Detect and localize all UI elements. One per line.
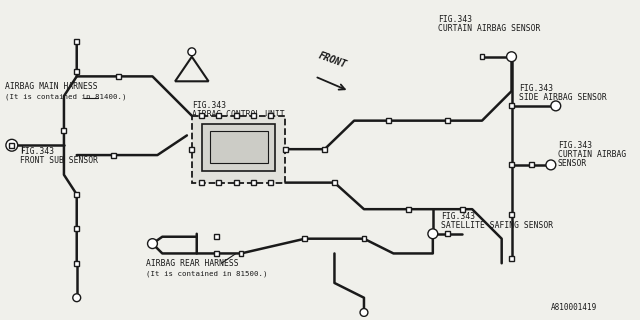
Bar: [252, 113, 256, 118]
Bar: [234, 180, 239, 185]
Bar: [362, 236, 367, 241]
Bar: [202, 124, 275, 171]
Text: FIG.343: FIG.343: [20, 147, 54, 156]
Bar: [252, 180, 256, 185]
Bar: [479, 54, 484, 59]
Bar: [386, 118, 391, 123]
Bar: [283, 147, 288, 152]
Bar: [509, 163, 514, 167]
Text: FRONT SUB SENSOR: FRONT SUB SENSOR: [20, 156, 98, 165]
Bar: [199, 113, 204, 118]
Polygon shape: [175, 57, 209, 81]
Bar: [406, 207, 411, 212]
Text: FIG.343: FIG.343: [438, 15, 472, 24]
Bar: [209, 132, 268, 163]
Bar: [214, 251, 219, 256]
Bar: [509, 212, 514, 217]
Text: (It is contained in 81500.): (It is contained in 81500.): [145, 270, 267, 276]
Bar: [529, 163, 534, 167]
Text: SIDE AIRBAG SENSOR: SIDE AIRBAG SENSOR: [520, 93, 607, 102]
Circle shape: [428, 229, 438, 239]
Circle shape: [551, 101, 561, 111]
Bar: [268, 113, 273, 118]
Text: AIRBAG CONTROL UNIT: AIRBAG CONTROL UNIT: [192, 110, 284, 119]
Bar: [268, 180, 273, 185]
Bar: [445, 231, 450, 236]
Bar: [199, 180, 204, 185]
Text: FIG.343: FIG.343: [520, 84, 554, 93]
Circle shape: [360, 308, 368, 316]
Bar: [10, 143, 14, 148]
Circle shape: [6, 139, 18, 151]
Circle shape: [188, 48, 196, 56]
Text: AIRBAG REAR HARNESS: AIRBAG REAR HARNESS: [145, 259, 238, 268]
Text: CURTAIN AIRBAG SENSOR: CURTAIN AIRBAG SENSOR: [438, 24, 540, 33]
Bar: [74, 39, 79, 44]
Circle shape: [73, 294, 81, 302]
Text: SATELLITE SAFING SENSOR: SATELLITE SAFING SENSOR: [441, 221, 553, 230]
Bar: [116, 74, 120, 79]
Text: FIG.343: FIG.343: [192, 101, 226, 110]
Bar: [234, 113, 239, 118]
Circle shape: [148, 239, 157, 249]
Bar: [322, 147, 327, 152]
Bar: [460, 207, 465, 212]
Bar: [303, 236, 307, 241]
Bar: [74, 192, 79, 197]
Bar: [74, 261, 79, 266]
Bar: [192, 116, 285, 183]
Bar: [332, 180, 337, 185]
Text: AIRBAG MAIN HARNESS: AIRBAG MAIN HARNESS: [5, 82, 97, 91]
Text: FRONT: FRONT: [317, 50, 348, 69]
Bar: [74, 69, 79, 74]
Text: SENSOR: SENSOR: [557, 159, 587, 168]
Text: FIG.343: FIG.343: [441, 212, 475, 221]
Bar: [445, 118, 450, 123]
Text: CURTAIN AIRBAG: CURTAIN AIRBAG: [557, 150, 626, 159]
Bar: [214, 234, 219, 239]
Circle shape: [507, 52, 516, 62]
Bar: [111, 153, 116, 157]
Text: (It is contained in 81400.): (It is contained in 81400.): [5, 93, 127, 100]
Bar: [189, 147, 195, 152]
Circle shape: [546, 160, 556, 170]
Bar: [216, 113, 221, 118]
Bar: [61, 128, 67, 133]
Bar: [74, 226, 79, 231]
Bar: [509, 256, 514, 261]
Bar: [216, 180, 221, 185]
Bar: [509, 103, 514, 108]
Text: FIG.343: FIG.343: [557, 141, 592, 150]
Bar: [239, 251, 243, 256]
Text: A810001419: A810001419: [551, 302, 597, 312]
